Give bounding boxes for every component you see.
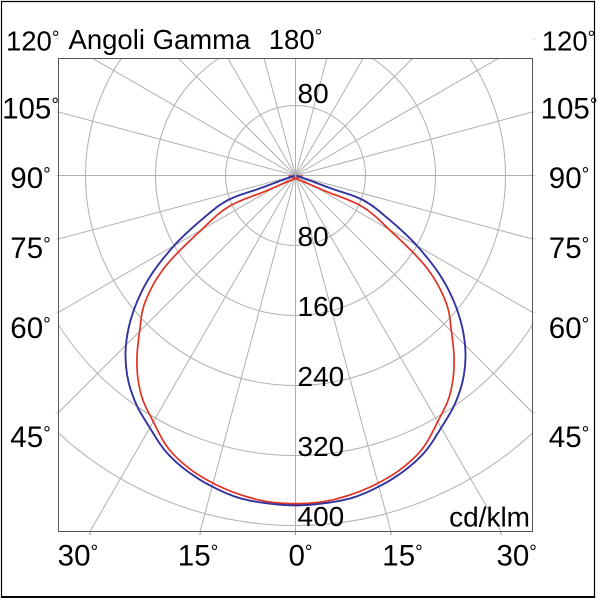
svg-text:0°: 0° [288, 540, 312, 573]
svg-text:120°: 120° [542, 26, 596, 57]
svg-text:320: 320 [298, 431, 345, 462]
svg-text:180°: 180° [269, 24, 323, 55]
svg-text:Angoli Gamma: Angoli Gamma [69, 24, 252, 55]
svg-text:400: 400 [298, 501, 345, 532]
svg-text:105°: 105° [541, 93, 598, 126]
svg-text:240: 240 [298, 361, 345, 392]
svg-text:80: 80 [298, 221, 329, 252]
svg-text:160: 160 [298, 291, 345, 322]
svg-text:105°: 105° [2, 93, 59, 126]
svg-text:cd/klm: cd/klm [449, 502, 530, 533]
svg-text:45°: 45° [549, 421, 589, 454]
svg-text:120°: 120° [6, 26, 59, 57]
svg-text:80: 80 [298, 78, 329, 109]
